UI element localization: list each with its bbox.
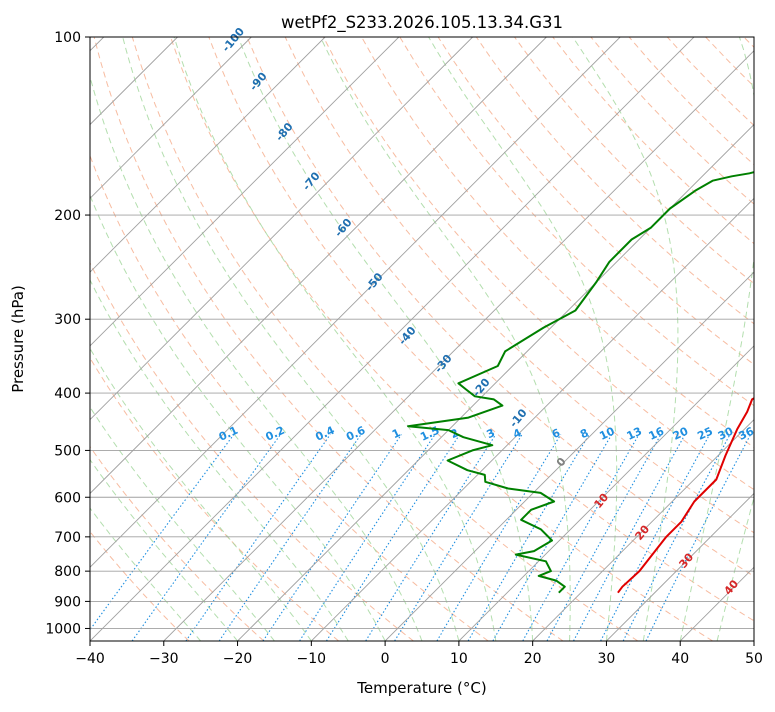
x-tick-label: −10 — [297, 651, 327, 667]
y-tick-label: 100 — [54, 30, 81, 46]
y-tick-label: 600 — [54, 490, 81, 506]
x-tick-label: −40 — [75, 651, 105, 667]
chart-title: wetPf2_S233.2026.105.13.34.G31 — [281, 13, 563, 33]
x-axis-label: Temperature (°C) — [356, 679, 486, 697]
x-tick-label: −20 — [223, 651, 253, 667]
x-tick-label: 30 — [598, 651, 616, 667]
x-tick-label: −30 — [149, 651, 179, 667]
y-tick-label: 800 — [54, 564, 81, 580]
x-tick-label: 50 — [745, 651, 763, 667]
y-tick-label: 700 — [54, 530, 81, 546]
y-axis-label: Pressure (hPa) — [9, 285, 27, 393]
y-tick-label: 500 — [54, 443, 81, 459]
x-tick-label: 10 — [450, 651, 468, 667]
x-tick-label: 20 — [524, 651, 542, 667]
y-tick-label: 900 — [54, 594, 81, 610]
y-tick-label: 400 — [54, 386, 81, 402]
y-tick-label: 1000 — [45, 621, 81, 637]
y-tick-label: 200 — [54, 208, 81, 224]
x-tick-label: 0 — [381, 651, 390, 667]
x-tick-label: 40 — [671, 651, 689, 667]
y-tick-label: 300 — [54, 312, 81, 328]
